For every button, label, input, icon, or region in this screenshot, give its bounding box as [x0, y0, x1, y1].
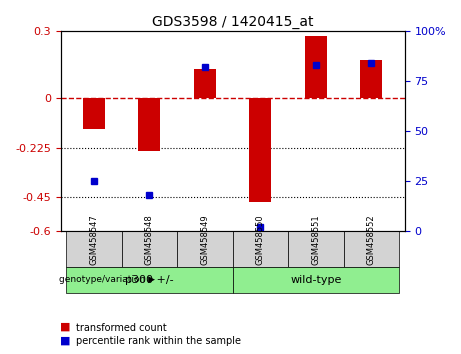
- Bar: [194, 69, 216, 98]
- Bar: [66, 267, 233, 293]
- Text: genotype/variation ▶: genotype/variation ▶: [59, 275, 155, 284]
- Text: ■: ■: [60, 335, 71, 346]
- Text: p300 +/-: p300 +/-: [125, 275, 174, 285]
- Text: GSM458550: GSM458550: [256, 214, 265, 265]
- Text: GSM458552: GSM458552: [367, 214, 376, 265]
- Text: GSM458551: GSM458551: [311, 214, 320, 265]
- Bar: [249, 98, 272, 202]
- Bar: [288, 231, 343, 267]
- Text: wild-type: wild-type: [290, 275, 342, 285]
- Bar: [177, 231, 233, 267]
- Bar: [66, 231, 122, 267]
- Text: ■: ■: [60, 322, 71, 332]
- Text: GSM458547: GSM458547: [89, 214, 98, 265]
- Bar: [343, 231, 399, 267]
- Bar: [360, 60, 383, 98]
- Text: transformed count: transformed count: [76, 323, 167, 333]
- Bar: [122, 231, 177, 267]
- Bar: [138, 98, 160, 151]
- Text: percentile rank within the sample: percentile rank within the sample: [76, 336, 241, 347]
- Bar: [83, 98, 105, 129]
- Text: GSM458549: GSM458549: [201, 214, 209, 265]
- Bar: [305, 36, 327, 98]
- Title: GDS3598 / 1420415_at: GDS3598 / 1420415_at: [152, 15, 313, 29]
- Text: GSM458548: GSM458548: [145, 214, 154, 265]
- Bar: [233, 231, 288, 267]
- Bar: [233, 267, 399, 293]
